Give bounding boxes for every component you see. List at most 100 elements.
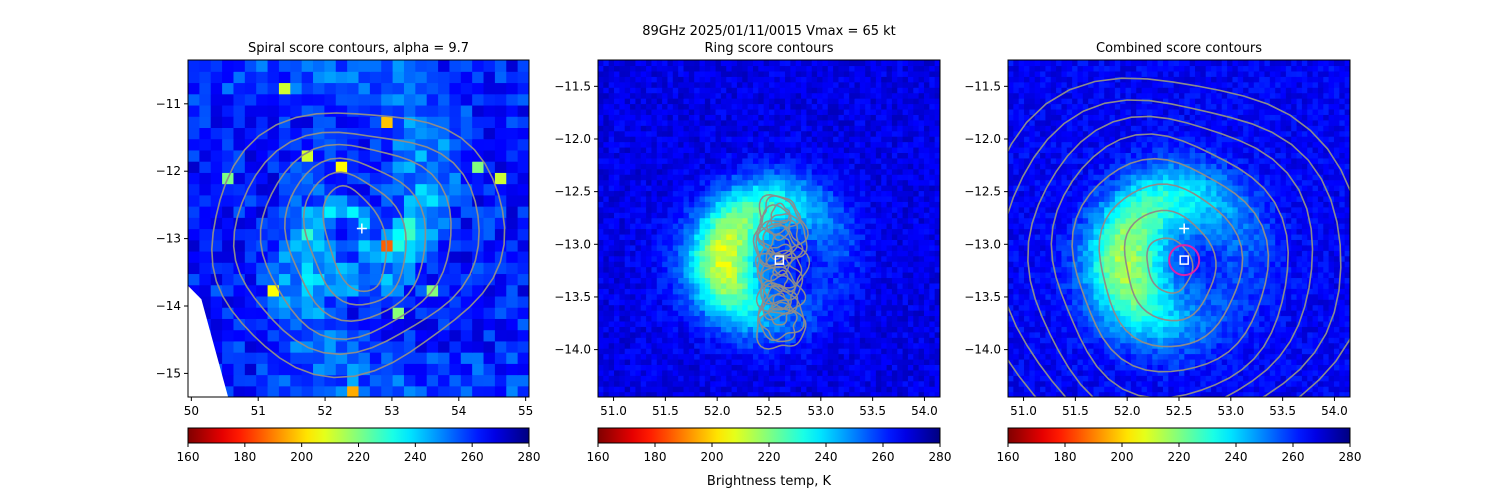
pixel xyxy=(843,185,850,192)
pixel xyxy=(843,163,850,170)
pixel xyxy=(795,223,802,230)
pixel xyxy=(806,119,813,126)
pixel xyxy=(667,369,674,376)
pixel xyxy=(699,239,706,246)
pixel xyxy=(811,195,818,202)
pixel xyxy=(817,119,824,126)
pixel xyxy=(358,295,371,308)
pixel xyxy=(667,157,674,164)
pixel xyxy=(891,320,898,327)
pixel xyxy=(891,201,898,208)
pixel xyxy=(827,369,834,376)
pixel xyxy=(865,310,872,317)
pixel xyxy=(614,70,620,77)
pixel xyxy=(790,299,797,306)
pixel xyxy=(694,146,701,154)
pixel xyxy=(199,228,212,241)
pixel xyxy=(849,136,856,143)
pixel xyxy=(859,380,866,387)
pixel xyxy=(870,206,877,213)
pixel xyxy=(747,119,754,126)
pixel xyxy=(811,391,818,397)
pixel xyxy=(747,239,754,246)
pixel xyxy=(726,250,733,257)
pixel xyxy=(843,228,850,235)
pixel xyxy=(806,320,813,327)
pixel xyxy=(614,81,620,88)
pixel xyxy=(678,168,685,175)
pixel xyxy=(608,119,615,126)
pixel xyxy=(902,223,909,230)
pixel xyxy=(710,250,717,257)
pixel xyxy=(483,262,496,275)
pixel xyxy=(614,310,620,317)
pixel xyxy=(918,152,925,159)
pixel xyxy=(630,201,636,208)
pixel xyxy=(731,369,738,376)
pixel xyxy=(651,342,658,349)
pixel xyxy=(726,282,733,289)
pixel xyxy=(875,250,882,257)
pixel xyxy=(779,348,786,355)
pixel xyxy=(886,369,893,376)
pixel xyxy=(662,386,669,393)
pixel xyxy=(672,168,679,175)
pixel xyxy=(801,92,807,99)
pixel xyxy=(313,340,325,353)
pixel xyxy=(811,310,818,317)
pixel xyxy=(736,201,743,208)
pixel xyxy=(934,217,940,224)
pixel xyxy=(795,114,802,121)
pixel xyxy=(256,239,269,252)
pixel xyxy=(891,217,898,224)
pixel xyxy=(603,163,610,170)
pixel xyxy=(865,244,872,251)
x-tick-label: 53.5 xyxy=(859,404,886,418)
pixel xyxy=(403,273,416,286)
pixel xyxy=(603,342,610,349)
colorbar-tick-label: 160 xyxy=(177,450,200,464)
pixel xyxy=(817,217,824,224)
pixel xyxy=(426,250,439,263)
pixel xyxy=(929,293,936,300)
pixel xyxy=(913,190,920,197)
pixel xyxy=(688,282,695,289)
pixel xyxy=(608,146,615,154)
pixel xyxy=(222,93,235,106)
pixel xyxy=(854,255,861,262)
pixel xyxy=(608,250,615,257)
pixel xyxy=(838,293,845,300)
pixel xyxy=(614,163,620,170)
pixel xyxy=(483,217,496,230)
pixel xyxy=(608,233,615,240)
pixel xyxy=(870,130,877,137)
pixel xyxy=(619,337,626,344)
pixel xyxy=(806,331,813,338)
pixel xyxy=(854,277,861,284)
pixel xyxy=(494,295,507,308)
pixel xyxy=(827,288,834,295)
pixel xyxy=(785,119,791,126)
pixel xyxy=(640,70,647,77)
pixel xyxy=(923,337,930,344)
pixel xyxy=(506,250,519,263)
pixel xyxy=(822,299,829,306)
pixel xyxy=(656,255,663,262)
pixel xyxy=(598,146,604,154)
pixel xyxy=(694,310,701,317)
pixel xyxy=(870,310,877,317)
pixel xyxy=(918,70,925,77)
pixel xyxy=(769,206,775,213)
pixel xyxy=(763,70,770,77)
pixel xyxy=(907,70,914,77)
pixel xyxy=(902,358,909,365)
pixel xyxy=(720,108,727,115)
pixel xyxy=(774,114,781,121)
pixel xyxy=(619,108,626,115)
pixel xyxy=(472,116,485,128)
pixel xyxy=(923,326,930,333)
pixel xyxy=(881,223,888,230)
pixel xyxy=(865,130,872,137)
pixel xyxy=(619,244,626,251)
pixel xyxy=(870,108,877,115)
